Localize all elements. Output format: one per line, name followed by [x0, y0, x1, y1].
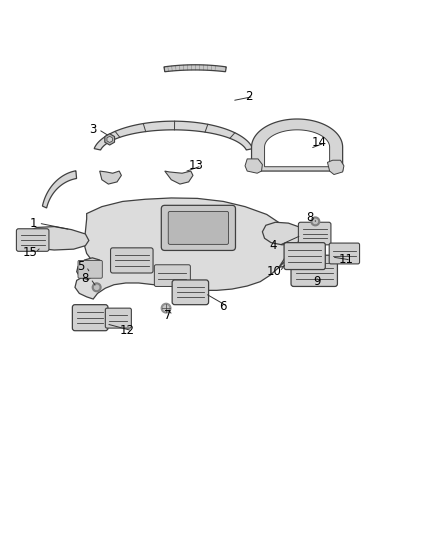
FancyBboxPatch shape: [154, 265, 191, 286]
Circle shape: [92, 283, 101, 292]
Polygon shape: [251, 119, 343, 171]
Polygon shape: [328, 160, 344, 174]
FancyBboxPatch shape: [298, 222, 331, 245]
FancyBboxPatch shape: [172, 280, 208, 305]
Polygon shape: [165, 171, 193, 184]
Text: 4: 4: [269, 239, 277, 252]
FancyBboxPatch shape: [329, 243, 360, 264]
Polygon shape: [100, 171, 121, 184]
Polygon shape: [265, 130, 330, 167]
FancyBboxPatch shape: [161, 205, 236, 251]
Polygon shape: [107, 136, 113, 142]
FancyBboxPatch shape: [72, 305, 108, 330]
Text: 15: 15: [23, 246, 38, 259]
FancyBboxPatch shape: [291, 255, 337, 286]
Text: 6: 6: [219, 300, 226, 313]
FancyBboxPatch shape: [16, 229, 49, 252]
Circle shape: [311, 217, 320, 225]
Text: 8: 8: [307, 212, 314, 224]
Text: 5: 5: [78, 260, 85, 273]
FancyBboxPatch shape: [78, 261, 102, 278]
Polygon shape: [94, 121, 253, 150]
Text: 14: 14: [312, 136, 327, 149]
Polygon shape: [75, 198, 301, 299]
Text: 7: 7: [164, 309, 172, 321]
FancyBboxPatch shape: [168, 212, 229, 244]
Text: 10: 10: [267, 265, 282, 278]
Text: 3: 3: [89, 123, 97, 136]
Polygon shape: [105, 134, 115, 145]
Circle shape: [163, 305, 169, 311]
Circle shape: [95, 285, 99, 289]
Text: 8: 8: [82, 272, 89, 285]
FancyBboxPatch shape: [105, 308, 131, 328]
Polygon shape: [245, 159, 262, 173]
Text: 1: 1: [30, 216, 37, 230]
Polygon shape: [42, 171, 77, 208]
Text: 12: 12: [120, 324, 134, 337]
Circle shape: [313, 219, 318, 223]
Text: 11: 11: [338, 254, 353, 266]
Text: 13: 13: [189, 159, 204, 172]
Text: 2: 2: [245, 90, 252, 103]
Polygon shape: [262, 222, 305, 245]
Polygon shape: [23, 227, 89, 250]
Text: 9: 9: [313, 275, 320, 288]
Circle shape: [161, 303, 171, 313]
Polygon shape: [164, 65, 226, 72]
FancyBboxPatch shape: [110, 248, 153, 273]
Polygon shape: [77, 258, 101, 279]
FancyBboxPatch shape: [284, 243, 325, 270]
